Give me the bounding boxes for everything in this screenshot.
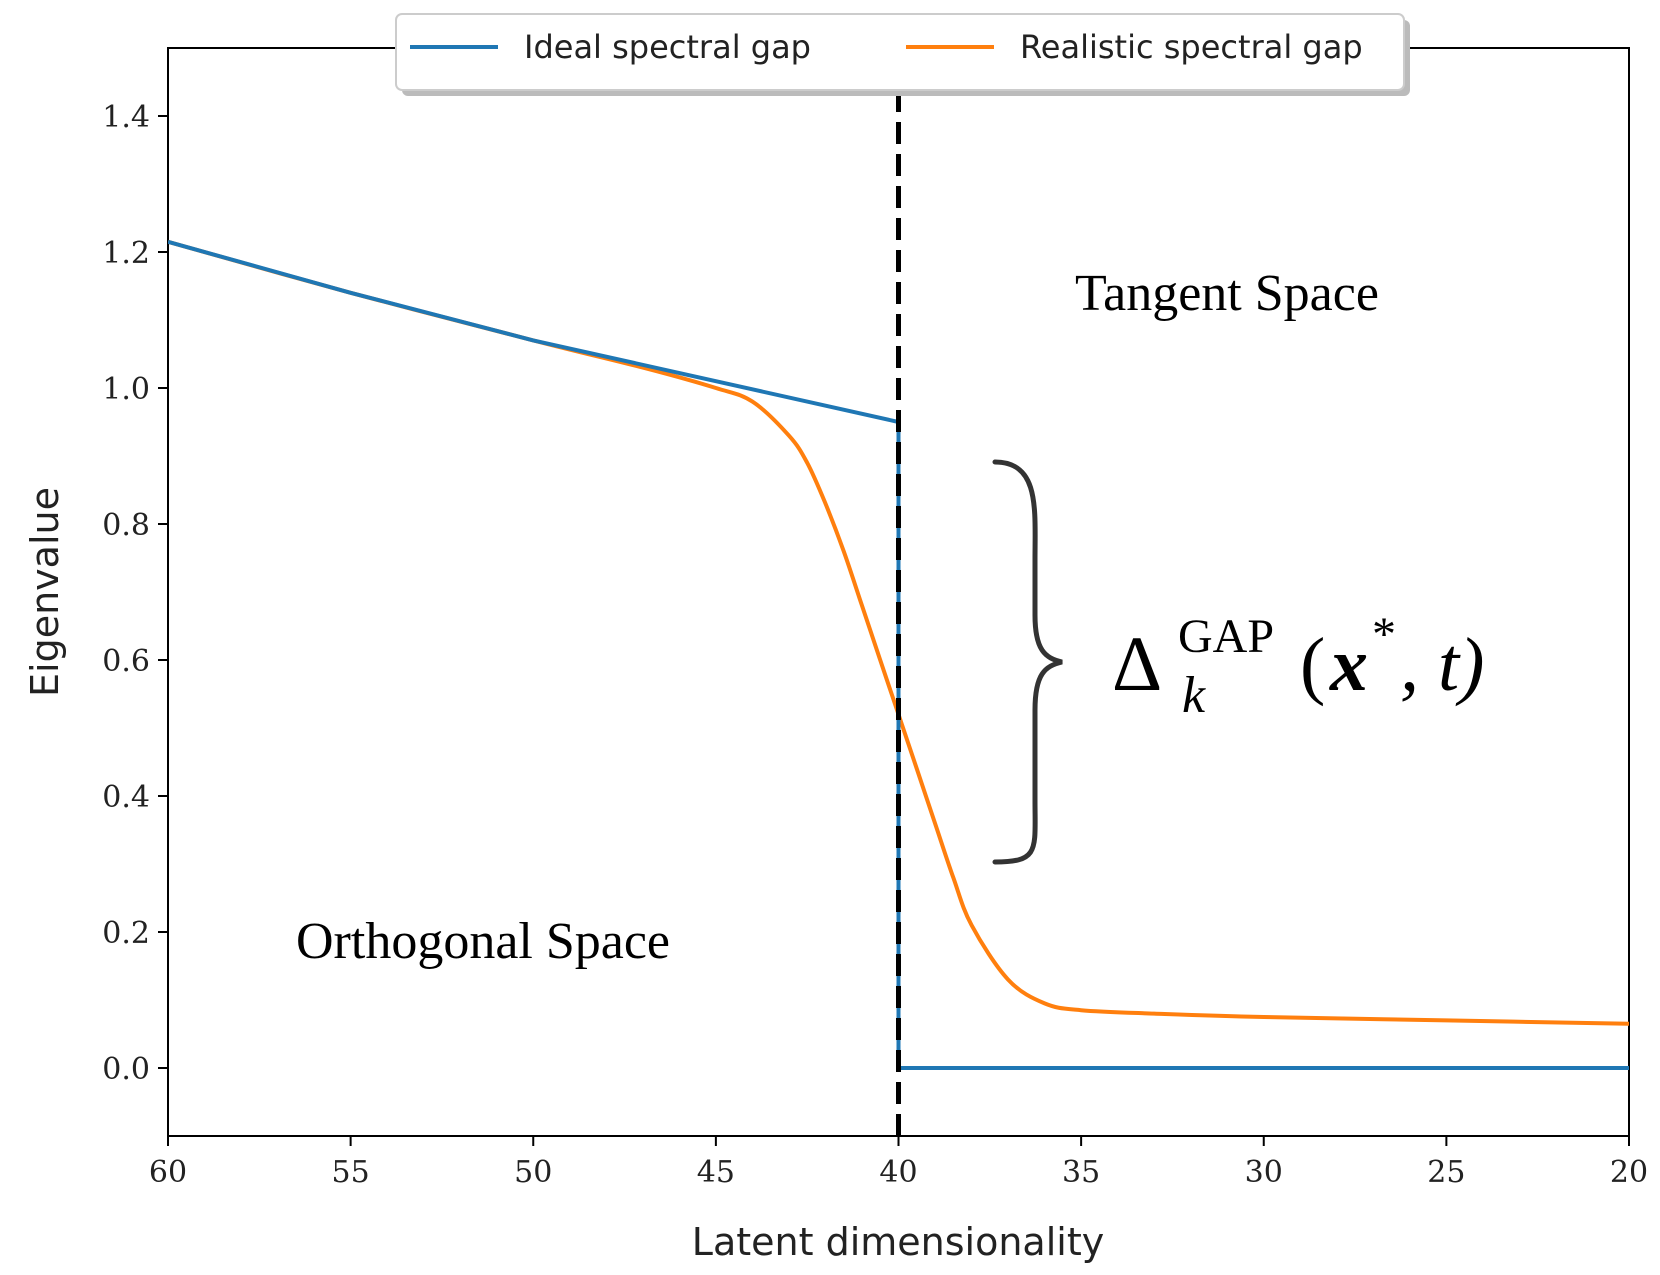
y-tick-label: 0.6 [102,644,150,679]
y-tick-label: 0.4 [102,780,150,815]
y-tick-label: 0.0 [102,1052,150,1087]
gap-open-paren: ( [1300,623,1325,707]
x-tick-label: 40 [879,1155,917,1190]
y-axis: 0.0 0.2 0.4 0.6 0.8 1.0 1.2 1.4 [102,100,168,1087]
gap-subscript: k [1182,667,1206,724]
x-tick-label: 45 [697,1155,735,1190]
gap-x-variable: x [1329,623,1368,707]
x-tick-label: 60 [149,1155,187,1190]
gap-brace [992,459,1063,865]
gap-delta-symbol: Δ [1112,620,1162,707]
x-tick-label: 20 [1610,1155,1648,1190]
x-axis-title: Latent dimensionality [692,1220,1104,1264]
x-tick-label: 25 [1427,1155,1465,1190]
legend-label-realistic: Realistic spectral gap [1020,28,1363,66]
x-tick-label: 30 [1245,1155,1283,1190]
x-tick-label: 35 [1062,1155,1100,1190]
y-tick-label: 0.8 [102,508,150,543]
gap-expression: Δ GAP k ( x * , t) [1112,608,1484,724]
orthogonal-space-label: Orthogonal Space [296,913,670,970]
series-line-realistic [168,239,1629,1026]
y-axis-title: Eigenvalue [23,487,67,697]
tangent-space-label: Tangent Space [1075,265,1379,322]
legend-label-ideal: Ideal spectral gap [524,28,811,66]
legend-box [395,13,1405,91]
gap-superscript: GAP [1178,610,1274,663]
x-tick-label: 55 [332,1155,370,1190]
legend: Ideal spectral gap Realistic spectral ga… [395,13,1410,96]
x-tick-label: 50 [514,1155,552,1190]
y-tick-label: 1.2 [102,236,150,271]
y-tick-label: 1.0 [102,372,150,407]
y-tick-label: 0.2 [102,916,150,951]
gap-star: * [1372,608,1396,661]
x-axis: 60 55 50 45 40 35 30 25 20 [149,1136,1648,1190]
gap-args-rest: , t) [1400,623,1484,707]
y-tick-label: 1.4 [102,100,150,135]
